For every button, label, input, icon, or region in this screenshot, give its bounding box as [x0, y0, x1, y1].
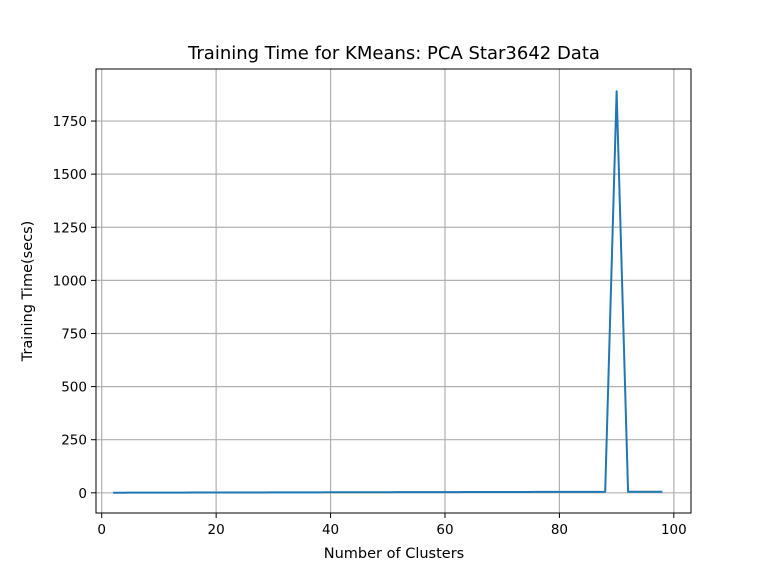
x-tick-label: 0 — [97, 522, 106, 538]
y-tick-label: 0 — [78, 486, 87, 502]
x-tick-label: 100 — [661, 522, 687, 538]
y-tick-label: 1500 — [53, 167, 87, 183]
y-tick-label: 1750 — [53, 114, 87, 130]
plot-frame — [95, 68, 692, 514]
x-tick-label: 80 — [551, 522, 568, 538]
y-axis-label: Training Time(secs) — [20, 221, 36, 363]
y-tick-label: 1250 — [53, 220, 87, 236]
y-tick-label: 1000 — [53, 273, 87, 289]
x-tick-label: 20 — [208, 522, 225, 538]
series-layer — [113, 90, 663, 494]
chart-title: Training Time for KMeans: PCA Star3642 D… — [187, 43, 600, 64]
y-tick-label: 250 — [61, 433, 87, 449]
series-line — [113, 90, 663, 494]
x-tick-label: 40 — [322, 522, 339, 538]
grid — [96, 69, 691, 513]
y-tick-label: 750 — [61, 326, 87, 342]
x-axis-label: Number of Clusters — [324, 546, 464, 562]
y-tick-label: 500 — [61, 380, 87, 396]
x-tick-label: 60 — [436, 522, 453, 538]
